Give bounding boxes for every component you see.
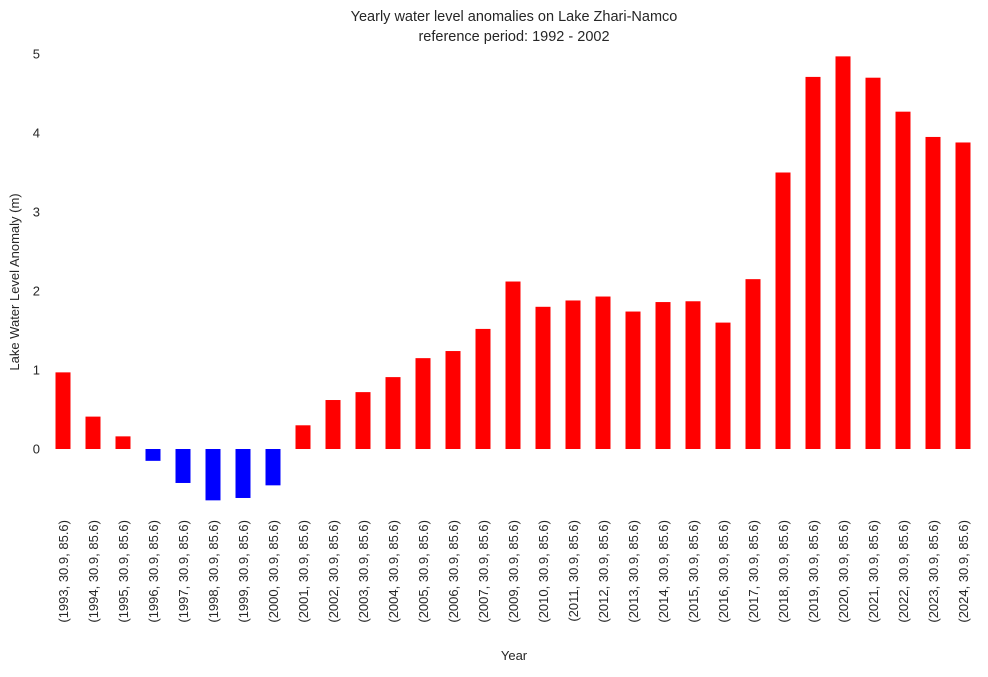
y-tick-label: 1 [33, 363, 40, 378]
bar [595, 296, 611, 449]
x-tick-label: (2023, 30.9, 85.6) [926, 520, 941, 623]
x-tick-label: (2020, 30.9, 85.6) [836, 520, 851, 623]
x-tick-label: (2004, 30.9, 85.6) [386, 520, 401, 623]
chart-subtitle: reference period: 1992 - 2002 [418, 29, 609, 45]
bar [85, 416, 101, 449]
x-tick-label: (1997, 30.9, 85.6) [176, 520, 191, 623]
y-tick-label: 5 [33, 47, 40, 62]
bar [955, 142, 971, 450]
y-tick-label: 4 [33, 126, 40, 141]
x-tick-label: (2013, 30.9, 85.6) [626, 520, 641, 623]
bar [445, 351, 461, 449]
y-tick-label: 0 [33, 442, 40, 457]
x-tick-label: (2010, 30.9, 85.6) [536, 520, 551, 623]
x-axis-label: Year [501, 648, 528, 663]
bar [925, 136, 941, 449]
bar [325, 400, 341, 449]
bar [175, 449, 191, 483]
bar [745, 279, 761, 449]
x-tick-label: (2011, 30.9, 85.6) [566, 520, 581, 622]
bar [355, 392, 371, 449]
chart-title: Yearly water level anomalies on Lake Zha… [351, 9, 678, 25]
x-tick-label: (2021, 30.9, 85.6) [866, 520, 881, 623]
bar [115, 436, 131, 449]
x-tick-label: (2014, 30.9, 85.6) [656, 520, 671, 623]
bar [415, 358, 431, 449]
bars-group [55, 56, 971, 501]
bar [535, 306, 551, 449]
x-tick-label: (1999, 30.9, 85.6) [236, 520, 251, 623]
x-tick-label: (2024, 30.9, 85.6) [956, 520, 971, 623]
y-axis-ticks: 0 1 2 3 4 5 [33, 47, 40, 457]
bar [265, 449, 281, 486]
bar [205, 449, 221, 501]
x-tick-label: (2000, 30.9, 85.6) [266, 520, 281, 623]
x-tick-label: (2018, 30.9, 85.6) [776, 520, 791, 623]
x-tick-label: (2016, 30.9, 85.6) [716, 520, 731, 623]
bar [835, 56, 851, 450]
x-tick-label: (2015, 30.9, 85.6) [686, 520, 701, 623]
x-tick-label: (2005, 30.9, 85.6) [416, 520, 431, 623]
bar [775, 172, 791, 449]
x-tick-label: (1998, 30.9, 85.6) [206, 520, 221, 623]
bar [235, 449, 251, 498]
bar [895, 111, 911, 450]
x-tick-label: (2006, 30.9, 85.6) [446, 520, 461, 623]
x-tick-label: (1996, 30.9, 85.6) [146, 520, 161, 623]
y-axis-label: Lake Water Level Anomaly (m) [7, 193, 22, 370]
x-tick-label: (2003, 30.9, 85.6) [356, 520, 371, 623]
y-tick-label: 2 [33, 284, 40, 299]
bar [145, 449, 161, 461]
bar [625, 311, 641, 449]
bar [505, 281, 521, 449]
x-tick-label: (2001, 30.9, 85.6) [296, 520, 311, 623]
x-tick-label: (2002, 30.9, 85.6) [326, 520, 341, 623]
bar [565, 300, 581, 449]
x-tick-label: (2009, 30.9, 85.6) [506, 520, 521, 623]
x-tick-label: (2019, 30.9, 85.6) [806, 520, 821, 623]
bar [385, 377, 401, 449]
x-tick-label: (2012, 30.9, 85.6) [596, 520, 611, 623]
bar [655, 302, 671, 449]
x-tick-label: (2017, 30.9, 85.6) [746, 520, 761, 623]
x-axis-ticks: (1993, 30.9, 85.6) (1994, 30.9, 85.6) (199… [56, 520, 971, 623]
bar [805, 76, 821, 449]
x-tick-label: (2007, 30.9, 85.6) [476, 520, 491, 623]
x-tick-label: (2022, 30.9, 85.6) [896, 520, 911, 623]
bar [715, 322, 731, 449]
bar [295, 425, 311, 449]
x-tick-label: (1993, 30.9, 85.6) [56, 520, 71, 623]
y-tick-label: 3 [33, 205, 40, 220]
bar [865, 77, 881, 449]
bar [55, 372, 71, 449]
x-tick-label: (1995, 30.9, 85.6) [116, 520, 131, 623]
bar [475, 328, 491, 449]
bar [685, 301, 701, 449]
x-tick-label: (1994, 30.9, 85.6) [86, 520, 101, 623]
